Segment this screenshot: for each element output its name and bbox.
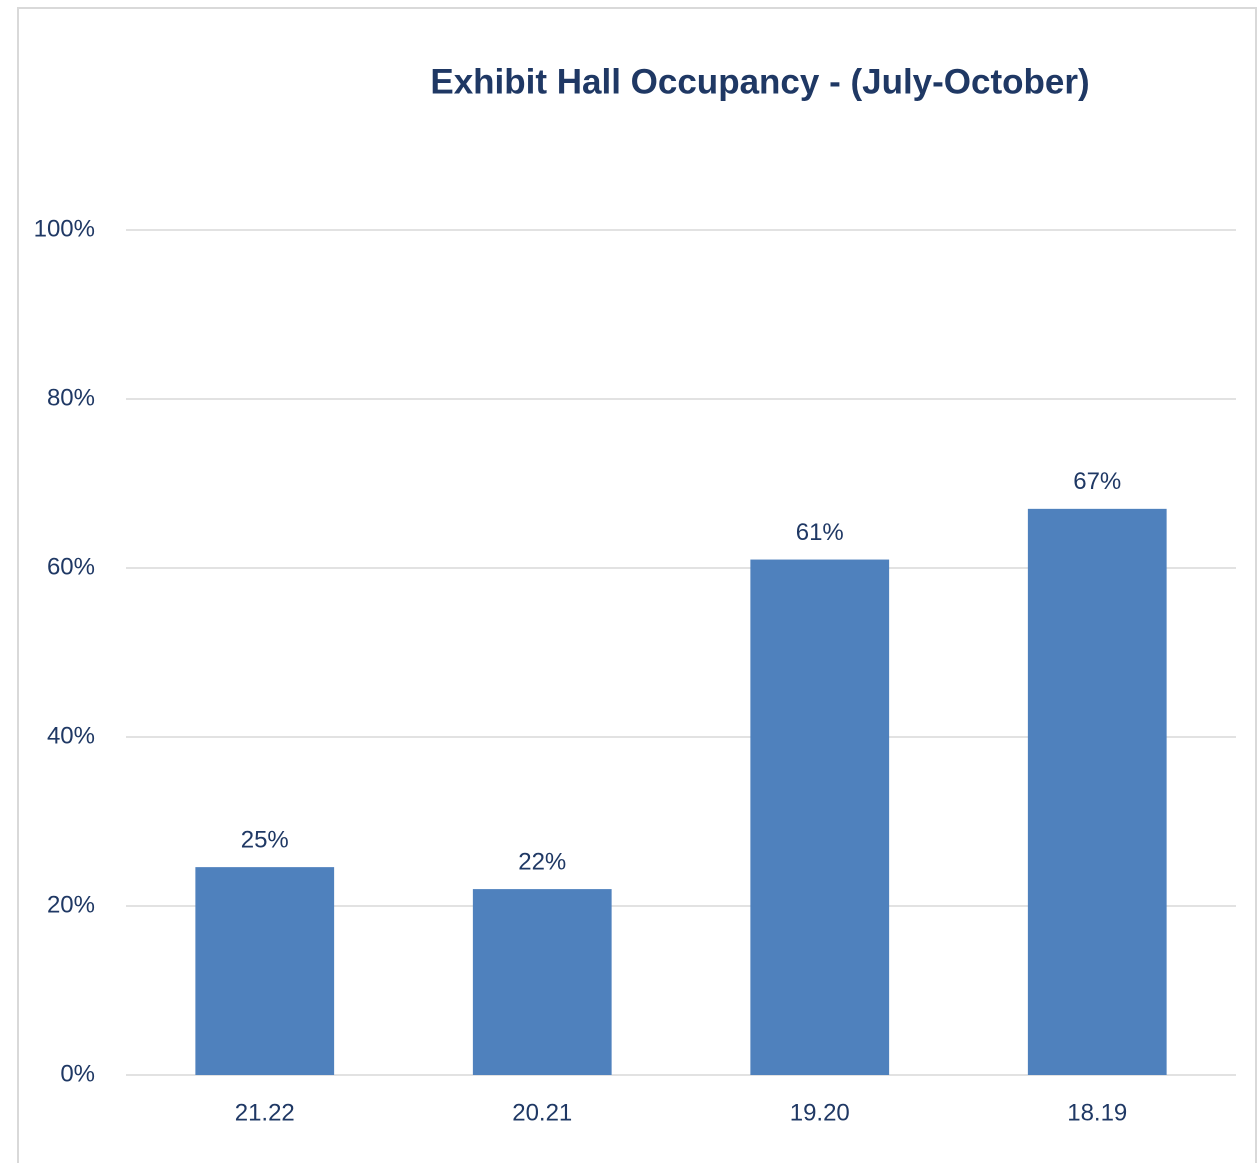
x-tick-label: 20.21 (512, 1099, 572, 1126)
y-tick-label: 0% (60, 1060, 95, 1087)
data-label: 61% (796, 519, 844, 546)
data-label: 67% (1073, 468, 1121, 495)
x-tick-label: 18.19 (1067, 1099, 1127, 1126)
y-tick-label: 100% (34, 215, 95, 242)
bar (472, 889, 612, 1075)
y-tick-label: 80% (47, 384, 95, 411)
bar (1027, 508, 1167, 1076)
bar (195, 867, 335, 1075)
y-tick-label: 60% (47, 553, 95, 580)
chart-title: Exhibit Hall Occupancy - (July-October) (430, 62, 1089, 101)
y-tick-label: 40% (47, 722, 95, 749)
data-label: 25% (241, 826, 289, 853)
bar (750, 559, 890, 1075)
data-label: 22% (518, 848, 566, 875)
y-tick-label: 20% (47, 891, 95, 918)
x-tick-label: 19.20 (790, 1099, 850, 1126)
x-tick-label: 21.22 (235, 1099, 295, 1126)
